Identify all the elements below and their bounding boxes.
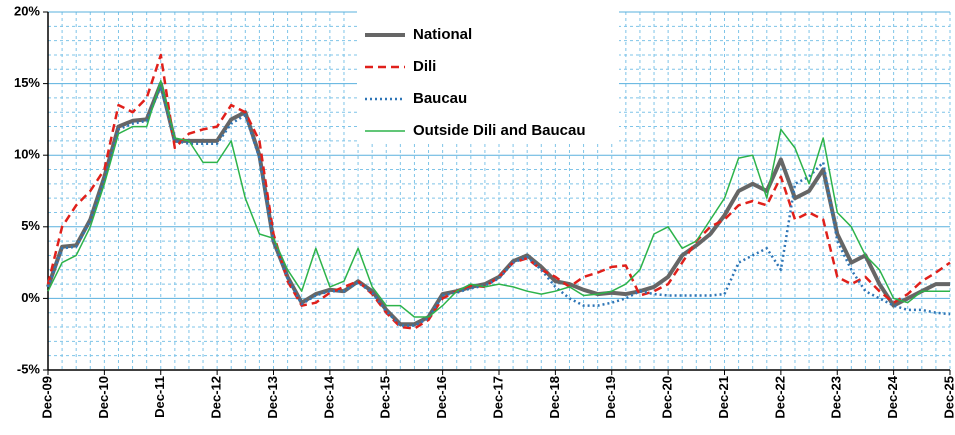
legend-background	[357, 10, 619, 142]
x-tick-label: Dec-22	[772, 376, 787, 419]
x-tick-label: Dec-12	[209, 376, 224, 419]
y-tick-label: 5%	[21, 218, 40, 233]
x-tick-label: Dec-11	[152, 376, 167, 418]
x-tick-label: Dec-09	[39, 376, 54, 419]
y-tick-label: -5%	[17, 361, 41, 376]
x-tick-label: Dec-15	[378, 376, 393, 419]
x-tick-label: Dec-18	[547, 376, 562, 419]
y-tick-label: 15%	[14, 75, 40, 90]
x-tick-label: Dec-20	[660, 376, 675, 419]
y-tick-label: 0%	[21, 290, 40, 305]
x-tick-label: Dec-21	[716, 376, 731, 419]
x-tick-label: Dec-24	[885, 375, 900, 418]
x-tick-label: Dec-23	[829, 376, 844, 419]
x-tick-label: Dec-10	[96, 376, 111, 419]
legend-label: National	[413, 26, 472, 43]
x-tick-label: Dec-17	[490, 376, 505, 419]
y-tick-label: 10%	[14, 147, 40, 162]
x-tick-label: Dec-14	[321, 375, 336, 418]
x-tick-label: Dec-13	[265, 376, 280, 419]
series-line	[46, 53, 951, 330]
x-tick-label: Dec-19	[603, 376, 618, 419]
x-tick-label: Dec-25	[941, 376, 955, 419]
legend-label: Baucau	[413, 90, 467, 107]
legend-label: Dili	[413, 58, 436, 75]
series-line	[47, 79, 950, 318]
legend-label: Outside Dili and Baucau	[413, 122, 586, 139]
y-tick-label: 20%	[14, 3, 40, 18]
x-tick-label: Dec-16	[434, 376, 449, 419]
